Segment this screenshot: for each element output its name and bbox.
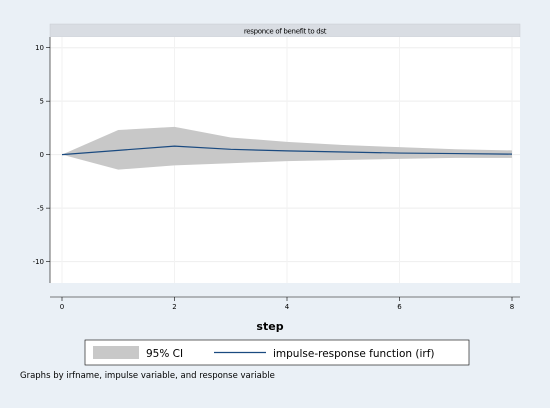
ci-band [62, 126, 512, 170]
x-tick-label: 4 [285, 303, 290, 311]
x-tick-label: 0 [60, 303, 64, 311]
ci-band-layer [62, 126, 512, 170]
y-ticks: 10 5 0 -5 -10 [33, 44, 50, 266]
legend-label-irf: impulse-response function (irf) [273, 348, 434, 360]
y-tick-label: 0 [40, 151, 44, 159]
y-tick-label: -10 [33, 258, 44, 266]
legend-box [84, 339, 470, 366]
legend-label-ci: 95% CI [146, 348, 183, 360]
x-ticks: 0 2 4 6 8 [60, 297, 514, 311]
y-tick-label: 10 [35, 44, 44, 52]
x-tick-label: 6 [397, 303, 402, 311]
y-tick-label: 5 [40, 98, 44, 106]
x-tick-label: 2 [172, 303, 176, 311]
irf-line-layer [61, 145, 513, 156]
legend-swatch-ci [93, 346, 139, 359]
x-tick-label: 8 [510, 303, 514, 311]
chart-title: responce of benefit to dst [244, 28, 327, 36]
y-tick-label: -5 [37, 205, 44, 213]
x-axis-title: step [256, 320, 283, 333]
graph-note: Graphs by irfname, impulse variable, and… [20, 371, 275, 381]
